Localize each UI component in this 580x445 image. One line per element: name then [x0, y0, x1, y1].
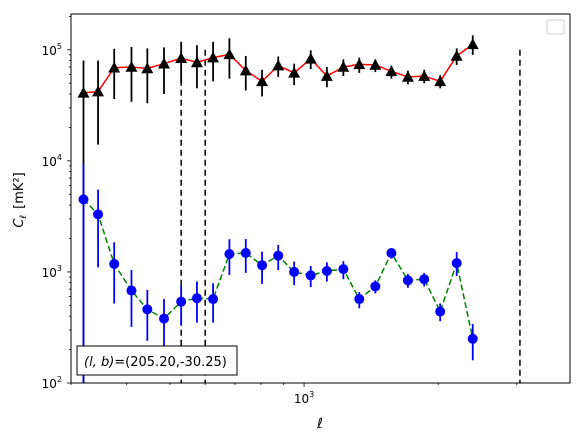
- series-0-point-1: [92, 85, 105, 97]
- series-0-point-14: [304, 52, 317, 64]
- series-1-point-2: [109, 258, 120, 269]
- series-0-point-24: [466, 38, 479, 50]
- x-axis: 103: [70, 383, 518, 406]
- series-layer: [77, 35, 479, 383]
- x-tick-label-base: 10: [294, 392, 309, 406]
- annotation-prefix: (l, b): [84, 355, 114, 370]
- series-0-point-20: [401, 70, 414, 82]
- series-0-point-23: [450, 49, 463, 61]
- y-tick-label-2: 104: [42, 153, 62, 169]
- series-1-point-19: [386, 248, 397, 259]
- series-1-point-13: [289, 266, 300, 277]
- series-1-point-1: [93, 209, 104, 220]
- plot-frame: [70, 13, 571, 384]
- y-tick-label-exp: 2: [57, 375, 62, 384]
- series-1-point-8: [208, 294, 219, 305]
- series-1-point-4: [142, 304, 153, 315]
- series-0-point-9: [223, 48, 236, 60]
- series-1-point-5: [158, 313, 169, 324]
- x-tick-label-0: 103: [294, 390, 314, 406]
- series-1-point-17: [354, 294, 365, 305]
- series-0-point-15: [320, 70, 333, 81]
- series-0-point-13: [288, 66, 301, 78]
- y-tick-label-base: 10: [42, 155, 57, 169]
- y-axis-label: Cℓ [mK²]: [12, 172, 29, 227]
- series-0-point-16: [337, 60, 350, 72]
- y-axis-label-sub: ℓ: [19, 215, 29, 220]
- series-1-point-10: [240, 248, 251, 259]
- series-1-point-21: [419, 274, 430, 285]
- x-axis-label: ℓ: [316, 416, 323, 432]
- svg-text:(l, b)=(205.20,-30.25): (l, b)=(205.20,-30.25): [84, 355, 227, 370]
- series-1-point-0: [78, 194, 89, 205]
- series-1-point-23: [451, 258, 462, 269]
- series-0-point-8: [207, 51, 220, 63]
- series-0-point-12: [272, 59, 285, 71]
- series-1-point-9: [224, 249, 235, 260]
- x-tick-label-exp: 3: [309, 390, 314, 399]
- y-axis-label-main: C: [12, 218, 27, 228]
- series-0-point-6: [175, 52, 188, 63]
- series-0-point-21: [418, 70, 431, 81]
- series-1-point-15: [321, 265, 332, 276]
- series-1-point-22: [435, 306, 446, 317]
- series-1-point-18: [370, 281, 381, 292]
- y-tick-label-3: 105: [42, 42, 62, 58]
- y-tick-label-base: 10: [42, 266, 57, 280]
- series-1-point-6: [176, 296, 187, 307]
- series-1-point-7: [191, 293, 202, 304]
- legend-box: [546, 19, 565, 35]
- series-0-point-11: [256, 75, 269, 87]
- series-0-point-3: [125, 60, 138, 72]
- y-tick-label-base: 10: [42, 44, 57, 58]
- series-0-point-22: [434, 75, 447, 87]
- y-tick-label-0: 102: [42, 375, 62, 391]
- series-1-point-11: [257, 260, 268, 271]
- y-tick-label-exp: 4: [57, 153, 62, 162]
- annotation-box: [76, 345, 238, 376]
- y-tick-label-exp: 3: [57, 264, 62, 273]
- series-0-point-10: [239, 64, 252, 76]
- annotation: (l, b)=(205.20,-30.25): [76, 345, 238, 376]
- series-1-point-12: [273, 250, 284, 261]
- vertical-markers: [180, 49, 521, 383]
- series-1-point-3: [126, 285, 137, 296]
- y-tick-label-base: 10: [42, 377, 57, 391]
- series-0-point-4: [141, 62, 154, 74]
- series-0-point-0: [77, 86, 90, 98]
- y-tick-label-1: 103: [42, 264, 62, 280]
- series-0-point-17: [353, 58, 366, 70]
- series-0-point-2: [108, 61, 121, 73]
- series-1-point-16: [338, 264, 349, 275]
- series-1-point-20: [402, 275, 413, 286]
- series-0-point-18: [369, 58, 382, 70]
- series-0-point-5: [157, 57, 170, 69]
- series-0-point-19: [385, 65, 398, 77]
- annotation-text: =(205.20,-30.25): [114, 355, 227, 370]
- series-1-point-24: [467, 333, 478, 344]
- series-0-point-7: [190, 56, 203, 68]
- y-axis-label-unit: [mK²]: [12, 172, 27, 209]
- series-1-point-14: [305, 270, 316, 281]
- y-tick-label-exp: 5: [57, 42, 62, 51]
